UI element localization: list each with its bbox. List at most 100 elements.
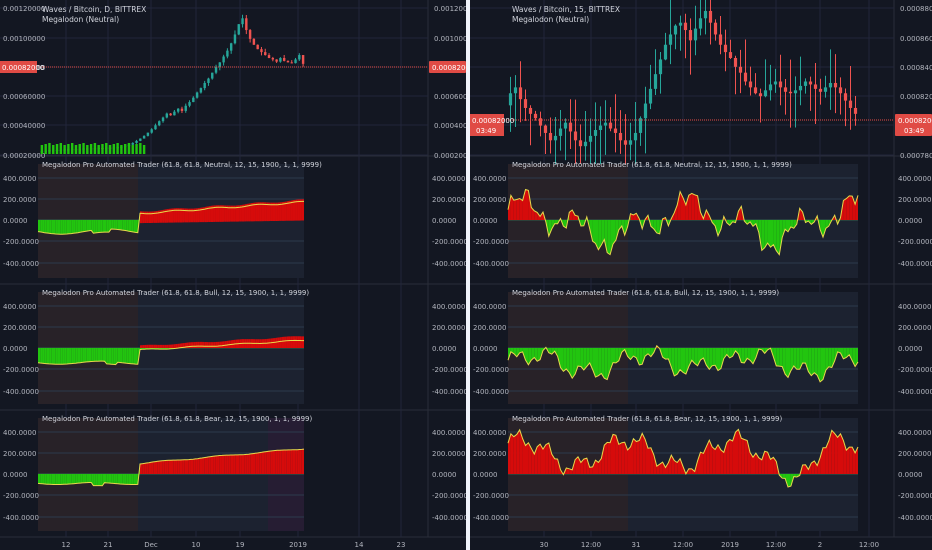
- oscillator-area: [93, 474, 96, 486]
- oscillator-area: [171, 344, 174, 348]
- candle-body: [718, 34, 723, 45]
- oscillator-area: [674, 460, 678, 474]
- candle-body: [211, 72, 214, 79]
- oscillator-area: [513, 348, 517, 357]
- oscillator-axis-label-left: -400.0000: [3, 514, 39, 522]
- oscillator-area: [95, 474, 98, 486]
- oscillator-area: [735, 429, 739, 474]
- oscillator-axis-label-right: 400.0000: [898, 303, 931, 311]
- candle-body: [260, 49, 263, 53]
- oscillator-area: [193, 341, 196, 348]
- oscillator-area: [120, 348, 123, 363]
- candle-body: [192, 97, 195, 103]
- oscillator-area: [299, 336, 302, 348]
- oscillator-area: [540, 444, 543, 474]
- oscillator-area: [55, 220, 58, 235]
- candle-body: [252, 38, 256, 45]
- oscillator-area: [703, 348, 707, 366]
- oscillator-area: [548, 443, 552, 474]
- oscillator-area: [831, 348, 835, 368]
- candle-body: [241, 18, 244, 25]
- oscillator-area: [166, 344, 169, 348]
- oscillator-area: [607, 220, 611, 255]
- oscillator-area: [80, 220, 83, 233]
- oscillator-title[interactable]: Megalodon Pro Automated Trader (61.8, 61…: [512, 161, 792, 169]
- oscillator-area: [814, 348, 818, 376]
- right-time-axis-label: 31: [632, 541, 641, 549]
- candle-body: [184, 105, 187, 111]
- oscillator-area: [206, 206, 209, 223]
- oscillator-area: [164, 460, 167, 474]
- oscillator-area: [522, 438, 526, 474]
- oscillator-axis-label-right: 0.0000: [432, 217, 457, 225]
- oscillator-area: [159, 344, 163, 348]
- oscillator-area: [221, 341, 225, 348]
- oscillator-area: [534, 210, 538, 220]
- oscillator-area: [219, 205, 222, 222]
- oscillator-area: [186, 208, 189, 223]
- oscillator-area: [677, 458, 681, 474]
- candle-body: [828, 82, 833, 88]
- oscillator-area: [142, 344, 145, 348]
- oscillator-area: [113, 220, 116, 230]
- oscillator-area: [155, 461, 158, 474]
- oscillator-title[interactable]: Megalodon Pro Automated Trader (61.8, 61…: [512, 415, 783, 423]
- oscillator-area: [131, 348, 134, 364]
- oscillator-area: [51, 220, 54, 234]
- oscillator-area: [279, 202, 282, 221]
- oscillator-area: [840, 433, 844, 474]
- oscillator-axis-label-left: -400.0000: [3, 388, 39, 396]
- oscillator-area: [508, 195, 511, 220]
- oscillator-area: [636, 348, 640, 365]
- oscillator-area: [235, 454, 238, 474]
- oscillator-area: [788, 474, 791, 488]
- oscillator-area: [820, 447, 823, 474]
- oscillator-axis-label-left: 200.0000: [3, 196, 36, 204]
- oscillator-area: [636, 440, 640, 474]
- oscillator-area: [557, 348, 561, 368]
- oscillator-area: [53, 220, 56, 234]
- candle-body: [648, 88, 653, 104]
- oscillator-area: [659, 462, 663, 474]
- right-symbol-title[interactable]: Waves / Bitcoin, 15, BITTREX: [512, 5, 620, 14]
- oscillator-area: [175, 343, 178, 348]
- candle-body: [763, 90, 768, 97]
- oscillator-area: [204, 457, 207, 474]
- oscillator-area: [86, 348, 89, 362]
- left-symbol-title[interactable]: Waves / Bitcoin, D, BITTREX: [42, 5, 146, 14]
- oscillator-area: [621, 442, 625, 474]
- candle-body: [723, 44, 728, 53]
- oscillator-area: [261, 451, 265, 474]
- oscillator-area: [563, 348, 567, 372]
- oscillator-axis-label-left: -400.0000: [473, 260, 509, 268]
- oscillator-title[interactable]: Megalodon Pro Automated Trader (61.8, 61…: [42, 289, 309, 297]
- oscillator-area: [793, 348, 797, 370]
- candle-body: [553, 135, 558, 141]
- oscillator-title[interactable]: Megalodon Pro Automated Trader (61.8, 61…: [512, 289, 779, 297]
- oscillator-area: [157, 344, 160, 348]
- right-price-axis-label: 0.00078000: [900, 152, 932, 160]
- oscillator-title[interactable]: Megalodon Pro Automated Trader (61.8, 61…: [42, 415, 313, 423]
- oscillator-area: [259, 452, 262, 474]
- candle-body: [233, 34, 237, 44]
- volume-bar: [142, 145, 146, 154]
- oscillator-area: [126, 220, 129, 232]
- oscillator-area: [171, 460, 174, 474]
- right-indicator-label: Megalodon (Neutral): [512, 15, 589, 24]
- oscillator-area: [288, 200, 291, 221]
- oscillator-area: [97, 220, 101, 233]
- oscillator-area: [82, 474, 85, 483]
- oscillator-area: [855, 348, 858, 367]
- candle-body: [738, 66, 743, 73]
- left-chart-panel: 0.00120000 0.00120000 0.00100000 0.00100000…: [0, 0, 476, 550]
- candle-body: [248, 30, 252, 39]
- oscillator-area: [115, 474, 118, 484]
- oscillator-area: [615, 348, 619, 363]
- oscillator-title[interactable]: Megalodon Pro Automated Trader (61.8, 61…: [42, 161, 322, 169]
- oscillator-area: [95, 348, 98, 362]
- oscillator-area: [177, 459, 180, 474]
- oscillator-area: [572, 348, 576, 379]
- oscillator-area: [197, 458, 200, 474]
- oscillator-area: [60, 220, 63, 235]
- oscillator-area: [537, 212, 541, 220]
